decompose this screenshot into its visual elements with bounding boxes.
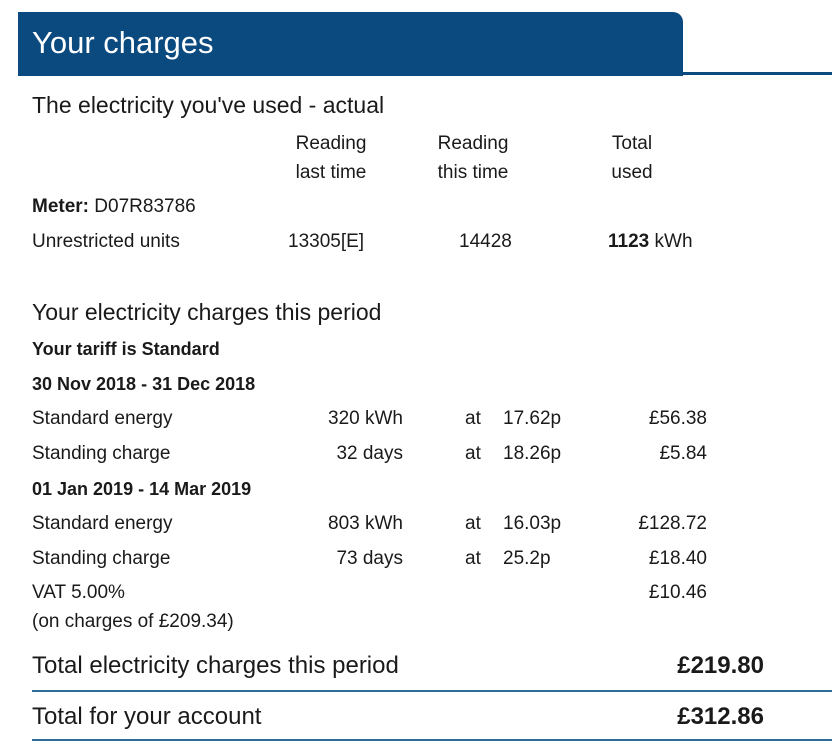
charge-amount: £128.72 bbox=[638, 513, 707, 534]
charge-at: at bbox=[465, 548, 481, 569]
tariff: Your tariff is Standard bbox=[32, 339, 220, 359]
vat-label: VAT 5.00% bbox=[32, 582, 125, 603]
charge-label: Standing charge bbox=[32, 443, 171, 464]
total-rule bbox=[32, 739, 832, 741]
charge-rate: 16.03p bbox=[503, 513, 562, 534]
period-label: 01 Jan 2019 - 14 Mar 2019 bbox=[32, 479, 252, 499]
charges-title: Your electricity charges this period bbox=[32, 299, 382, 325]
charge-quantity: 73 days bbox=[336, 548, 403, 569]
charge-amount: £18.40 bbox=[648, 548, 707, 569]
period-label: 30 Nov 2018 - 31 Dec 2018 bbox=[32, 374, 256, 394]
header-rule bbox=[683, 72, 832, 75]
total-used: 1123 kWh bbox=[608, 230, 693, 254]
usage-title: The electricity you've used - actual bbox=[32, 92, 385, 118]
vat-amount: £10.46 bbox=[648, 582, 707, 603]
charge-at: at bbox=[465, 408, 481, 429]
vat-note: (on charges of £209.34) bbox=[32, 611, 234, 632]
charge-amount: £56.38 bbox=[648, 408, 707, 429]
charge-quantity: 803 kWh bbox=[328, 513, 403, 534]
header-bar bbox=[18, 12, 683, 76]
column-header: Reading this time bbox=[437, 133, 509, 183]
charge-amount: £5.84 bbox=[659, 443, 707, 464]
total-label: Total for your account bbox=[32, 703, 262, 730]
charge-quantity: 32 days bbox=[336, 443, 403, 464]
charge-label: Standard energy bbox=[32, 408, 173, 429]
reading-this: 14428 bbox=[459, 231, 512, 252]
meter-value: D07R83786 bbox=[94, 196, 196, 217]
total-amount: £219.80 bbox=[677, 652, 764, 679]
total-rule bbox=[32, 690, 832, 692]
total-used-value: 1123 bbox=[608, 231, 650, 252]
row-label: Unrestricted units bbox=[32, 231, 180, 252]
charge-at: at bbox=[465, 513, 481, 534]
header-title: Your charges bbox=[32, 25, 214, 60]
total-amount: £312.86 bbox=[677, 703, 764, 730]
charge-at: at bbox=[465, 443, 481, 464]
total-used-unit: kWh bbox=[654, 231, 693, 252]
charge-label: Standing charge bbox=[32, 548, 171, 569]
reading-last: 13305[E] bbox=[288, 231, 365, 252]
column-header: Reading last time bbox=[295, 133, 367, 183]
column-header: Total used bbox=[611, 133, 653, 183]
charge-quantity: 320 kWh bbox=[328, 408, 403, 429]
total-label: Total electricity charges this period bbox=[32, 652, 399, 679]
meter: Meter: D07R83786 bbox=[32, 195, 196, 219]
meter-label: Meter: bbox=[32, 196, 90, 217]
charge-rate: 18.26p bbox=[503, 443, 562, 464]
charge-label: Standard energy bbox=[32, 513, 173, 534]
charge-rate: 17.62p bbox=[503, 408, 562, 429]
charge-rate: 25.2p bbox=[503, 548, 551, 569]
